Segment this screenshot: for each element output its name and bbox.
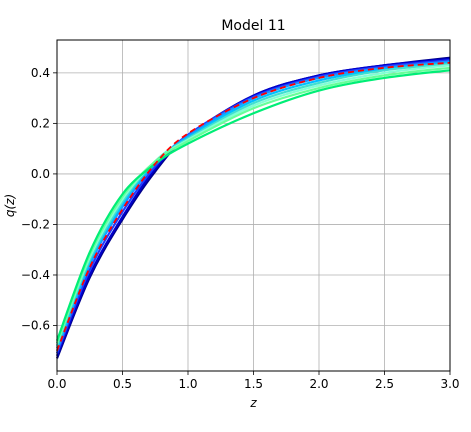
chart-title: Model 11 (221, 18, 285, 34)
series-line-7 (55, 66, 451, 344)
x-tick-label: 0.0 (47, 377, 66, 391)
reference-dashed-line (56, 61, 451, 352)
y-tick-label: 0.2 (31, 116, 50, 130)
y-tick-label: 0.4 (31, 66, 50, 80)
series-group (55, 56, 451, 359)
x-tick-label: 1.0 (178, 377, 197, 391)
x-tick-label: 3.0 (440, 377, 459, 391)
y-tick-label: −0.6 (21, 319, 50, 333)
y-tick-label: 0.0 (31, 167, 50, 181)
x-ticks: 0.0 0.5 1.0 1.5 2.0 2.5 3.0 (47, 371, 460, 391)
x-tick-label: 0.5 (113, 377, 132, 391)
series-line-6 (55, 64, 451, 344)
x-axis-label: z (249, 396, 257, 410)
series-line-8 (55, 69, 451, 342)
y-ticks: −0.6 −0.4 −0.2 0.0 0.2 0.4 (21, 66, 57, 333)
y-axis-label: q(z) (3, 194, 17, 217)
x-tick-label: 2.5 (375, 377, 394, 391)
y-tick-label: −0.2 (21, 217, 50, 231)
reference-group (56, 61, 451, 352)
x-tick-label: 2.0 (309, 377, 328, 391)
y-tick-label: −0.4 (21, 268, 50, 282)
series-line-5 (55, 62, 451, 347)
x-tick-label: 1.5 (244, 377, 263, 391)
